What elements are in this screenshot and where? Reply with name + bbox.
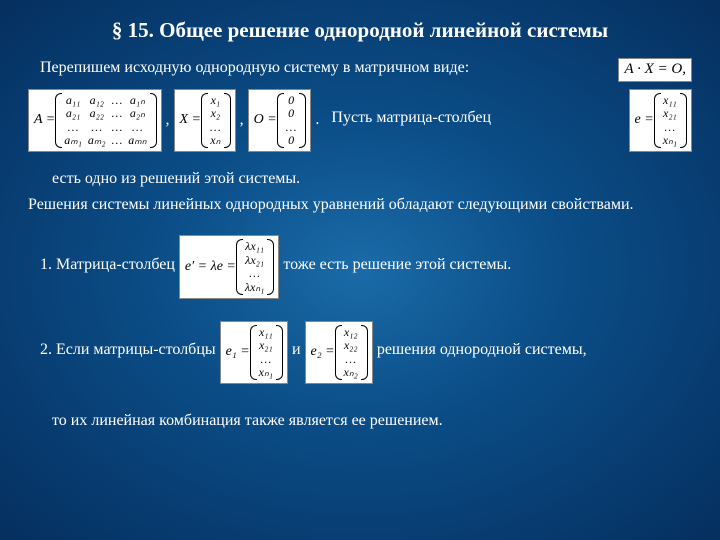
let-text: Пусть матрица-столбец xyxy=(331,107,491,129)
solution-text-2: Решения системы линейных однородных урав… xyxy=(28,194,692,216)
conclusion-text: то их линейная комбинация также является… xyxy=(52,410,692,432)
slide-title: § 15. Общее решение однородной линейной … xyxy=(28,18,692,43)
prop1-post: тоже есть решение этой системы. xyxy=(283,254,511,276)
prop2-post: решения однородной системы, xyxy=(377,339,587,361)
property-2-row: 2. Если матрицы-столбцы e₁ = x₁₁x₂₁…xₙ₁ … xyxy=(40,321,692,384)
prop2-pre: 2. Если матрицы-столбцы xyxy=(40,339,216,361)
property-1-row: 1. Матрица-столбец e′ = λe = λx₁₁λx₂₁…λx… xyxy=(40,235,692,298)
vector-o: O = 00…0 xyxy=(248,89,312,152)
solution-text-1: есть одно из решений этой системы. xyxy=(52,168,692,190)
matrix-definitions-row: A = a₁₁a₁₂…a₁ₙa₂₁a₂₂…a₂ₙ…………aₘ₁aₘ₂…aₘₙ ,… xyxy=(28,89,692,152)
prop1-pre: 1. Матрица-столбец xyxy=(40,254,175,276)
vector-e: e = x₁₁x₂₁…xₙ₁ xyxy=(629,89,692,152)
equation-axo: A · X = O, xyxy=(618,58,692,82)
intro-text: Перепишем исходную однородную систему в … xyxy=(40,57,469,79)
matrix-a: A = a₁₁a₁₂…a₁ₙa₂₁a₂₂…a₂ₙ…………aₘ₁aₘ₂…aₘₙ xyxy=(28,89,162,152)
vector-x: X = x₁x₂…xₙ xyxy=(174,89,236,152)
prop2-mid: и xyxy=(292,339,301,361)
vector-e1: e₁ = x₁₁x₂₁…xₙ₁ xyxy=(220,321,288,384)
formula-lambda-e: e′ = λe = λx₁₁λx₂₁…λxₙ₁ xyxy=(179,235,279,298)
vector-e2: e₂ = x₁₂x₂₂…xₙ₂ xyxy=(305,321,373,384)
